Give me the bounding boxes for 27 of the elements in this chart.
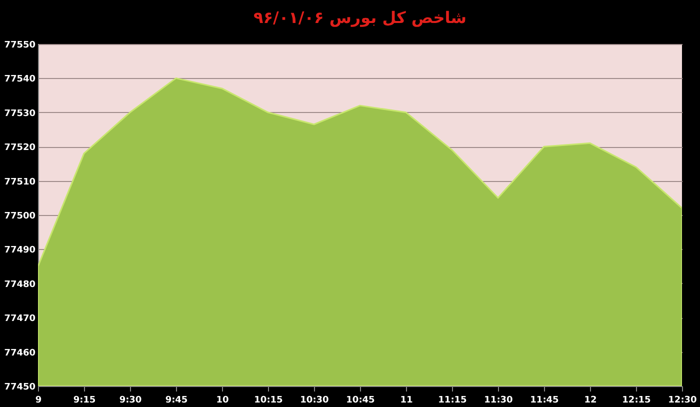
y-tick-label: 77550 xyxy=(4,40,36,50)
y-tick-label: 77510 xyxy=(4,177,36,188)
x-tick-label: 11:30 xyxy=(484,396,513,406)
x-tick-label: 9:15 xyxy=(73,396,96,406)
x-tick-label: 11 xyxy=(400,396,413,406)
x-tick-label: 11:45 xyxy=(530,396,559,406)
y-tick-label: 77470 xyxy=(4,314,36,324)
x-tick-label: 10:15 xyxy=(254,396,283,406)
y-tick-label: 77460 xyxy=(4,348,36,358)
y-tick-label: 77530 xyxy=(4,108,36,119)
x-tick-label: 10 xyxy=(216,396,229,406)
x-tick-label: 9 xyxy=(35,396,42,406)
y-tick-label: 77480 xyxy=(4,280,36,290)
x-tick-label: 9:30 xyxy=(119,396,142,406)
x-tick-label: 12:30 xyxy=(668,396,697,406)
y-tick-label: 77450 xyxy=(4,382,36,392)
y-tick-label: 77520 xyxy=(4,143,36,154)
x-tick-label: 12 xyxy=(584,396,597,406)
x-tick-label: 12:15 xyxy=(622,396,651,406)
y-tick-label: 77540 xyxy=(4,74,36,85)
y-tick-label: 77500 xyxy=(4,212,36,222)
x-tick-label: 10:45 xyxy=(346,396,375,406)
chart-title: شاخص کل بورس ۹۶/۰۱/۰۶ xyxy=(253,8,467,27)
x-tick-label: 9:45 xyxy=(165,396,188,406)
x-tick-label: 11:15 xyxy=(438,396,467,406)
x-tick-label: 10:30 xyxy=(300,396,329,406)
y-tick-label: 77490 xyxy=(4,246,36,256)
